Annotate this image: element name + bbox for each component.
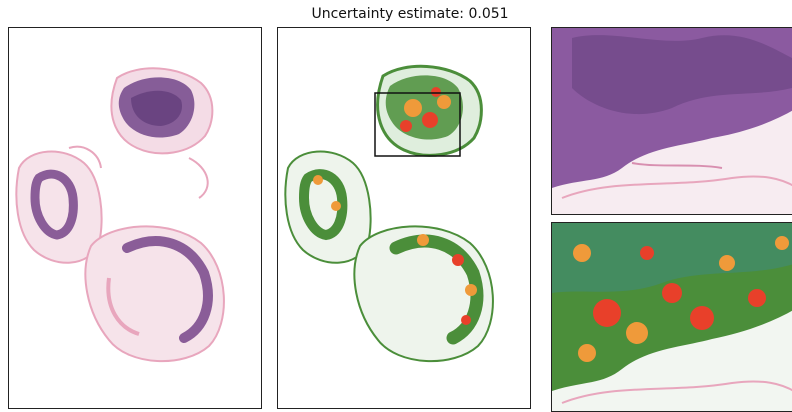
- original-slide-panel: [8, 27, 262, 409]
- heatmap-overlay-image: [284, 64, 494, 362]
- zoom-heatmap-image: [552, 223, 792, 411]
- original-slide-image: [15, 67, 225, 362]
- zoom-original-panel: [551, 27, 792, 215]
- heatmap-overlay-panel: [277, 27, 531, 409]
- figure-title: Uncertainty estimate: 0.051: [311, 6, 509, 22]
- zoom-heatmap-panel: [551, 222, 792, 412]
- roi-box: [374, 92, 461, 157]
- zoom-original-image: [552, 28, 792, 214]
